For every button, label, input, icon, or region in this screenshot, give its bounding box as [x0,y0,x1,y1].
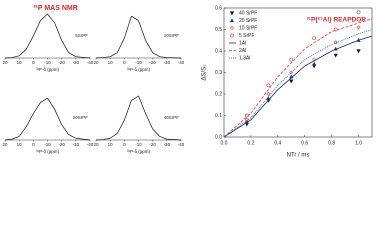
y-tick-label: 0.3 [215,70,222,76]
point [333,53,338,58]
x-tick-label: 10 [17,142,23,147]
x-tick-label: 0 [123,60,126,65]
x-tick-label: 0 [32,142,35,147]
legend-marker [229,11,235,16]
legend-marker [229,18,235,23]
x-axis-label: ³¹P-δ (ppm) [36,67,60,72]
fit-line [223,18,373,138]
panel-label: 5SrPF [75,33,88,38]
x-tick-label: -20 [149,60,156,65]
point [266,91,271,97]
legend-marker [230,33,234,38]
x-tick-label: 0 [123,142,126,147]
x-tick-label: -20 [58,60,65,65]
x-tick-label: -10 [44,142,51,147]
point [289,79,294,84]
legend-marker [229,25,235,31]
legend-label: 2Al [239,48,246,54]
x-tick-label: -30 [73,142,80,147]
y-tick-label: 0.6 [215,5,222,11]
x-tick-label: -40 [178,142,185,147]
spectrum [4,97,91,141]
panel-label: 20SrPF [73,115,89,120]
x-tick-label: 10 [108,142,114,147]
x-tick-label: -40 [178,60,185,65]
x-tick-label: -30 [73,60,80,65]
x-axis-label: ³¹P-δ (ppm) [127,149,151,154]
y-tick-label: 0.0 [215,134,222,140]
panel-label: 10SrPF [164,33,180,38]
x-tick-label: -30 [164,142,171,147]
point [333,40,338,45]
x-tick-label: 0.4 [274,140,281,146]
x-tick-label: 0.8 [328,140,335,146]
legend-label: 1Al [239,40,246,46]
legend-label: 20 SrPF [239,18,257,24]
y-axis-label: ΔS/S₀ [202,64,208,81]
x-tick-label: 20 [2,60,8,65]
point [356,49,361,54]
x-tick-label: -40 [87,60,94,65]
point [244,117,249,122]
y-tick-label: 0.5 [215,27,222,33]
spectrum [4,13,91,59]
y-tick-label: 0.2 [215,91,222,97]
x-tick-label: -30 [164,60,171,65]
chart-title: ³¹P{²⁷Al} REAPDOR [307,17,367,24]
x-tick-label: -20 [58,142,65,147]
x-axis-label: ³¹P-δ (ppm) [36,149,60,154]
y-tick-label: 0.1 [215,113,222,119]
x-tick-label: 20 [93,60,99,65]
legend-label: 10 SrPF [239,25,257,31]
x-tick-label: -20 [149,142,156,147]
point [356,10,361,15]
x-tick-label: 0.2 [247,140,254,146]
x-tick-label: 10 [108,60,114,65]
x-tick-label: -10 [135,142,142,147]
fit-line [223,29,373,138]
x-tick-label: 0.6 [301,140,308,146]
legend-label: 40 SrPF [239,10,257,16]
x-tick-label: 20 [2,142,8,147]
point [266,83,271,88]
x-tick-label: 0 [32,60,35,65]
figure: ³¹P MAS NMR 20 10 0 -10 -20 -30 -40 ³¹P-δ (ppm) 5… [2,5,373,159]
spectrum [95,95,182,141]
point [312,36,317,41]
spectrum [95,15,182,59]
x-tick-label: -40 [87,142,94,147]
x-tick-label: 0.0 [221,140,228,146]
x-tick-label: -10 [135,60,142,65]
x-tick-label: 1.0 [355,140,362,146]
x-axis-label: ³¹P-δ (ppm) [127,67,151,72]
point [289,57,294,62]
x-tick-label: -10 [44,60,51,65]
fit-line [223,35,373,138]
legend-label: 5 SrPF [239,33,255,39]
x-tick-label: 20 [93,142,99,147]
panel-title: ³¹P MAS NMR [33,5,78,12]
y-tick-label: 0.4 [215,48,222,54]
legend-label: 1.3Al [239,55,250,61]
x-axis-label: NTr / ms [287,153,310,159]
panel-label: 40SrPF [164,115,180,120]
x-tick-label: 10 [17,60,23,65]
point [356,25,361,30]
point [312,61,317,66]
